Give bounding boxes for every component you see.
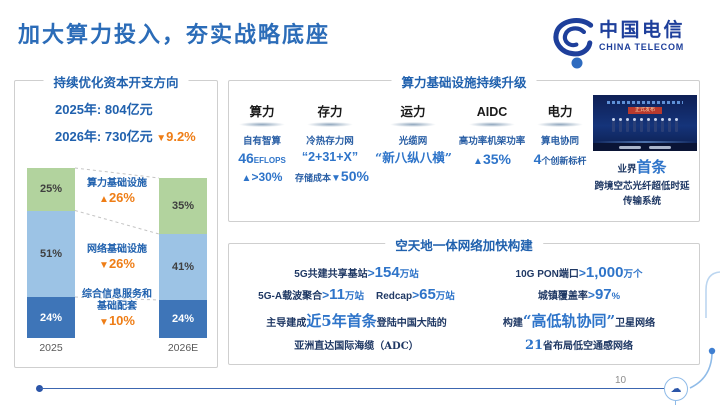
capex-panel-header: 持续优化资本开支方向 bbox=[43, 72, 189, 91]
cloud-icon: ☁ bbox=[670, 382, 682, 395]
capex-panel: 持续优化资本开支方向 2025年: 804亿元 2026年: 730亿元 ▼9.… bbox=[14, 72, 218, 368]
stat-10g-pon: 10G PON端口>1,000万个 bbox=[515, 264, 643, 281]
photo-title-strip bbox=[607, 101, 683, 104]
column-power: 电力 算电协同 4个创新标杆 bbox=[533, 105, 587, 167]
up-arrow-icon: ▲ bbox=[473, 155, 483, 167]
network-left-column: 5G共建共享基站>154万站 5G-A载波聚合>11万站 Redcap>65万站 … bbox=[249, 244, 464, 364]
photo-people-row bbox=[593, 118, 697, 132]
page-number: 10 bbox=[615, 375, 627, 386]
underline-swoosh bbox=[390, 121, 436, 127]
footer-line-dot bbox=[36, 385, 43, 392]
stacked-bar-2025: 25% 51% 24% bbox=[27, 168, 75, 338]
deco-blue-dot bbox=[571, 57, 583, 69]
column-transport: 运力 光缆网 “新八纵八横” bbox=[375, 105, 452, 165]
bar-segment: 51% bbox=[27, 210, 75, 298]
network-right-column: 10G PON端口>1,000万个 城镇覆盖率>97% 构建“高低轨协同”卫星网… bbox=[474, 244, 684, 364]
down-arrow-icon: ▼ bbox=[99, 317, 109, 328]
photo-stage-glow bbox=[593, 141, 697, 143]
underline-swoosh bbox=[239, 121, 285, 127]
down-arrow-icon: ▼ bbox=[99, 260, 109, 271]
photo-banner-text: 正式发布 bbox=[628, 107, 662, 114]
bar-segment: 35% bbox=[159, 178, 207, 234]
underline-swoosh bbox=[469, 121, 515, 127]
photo-logo-strip bbox=[593, 143, 697, 151]
stat-satellite-network: 构建“高低轨协同”卫星网络 bbox=[502, 312, 656, 330]
china-telecom-logo-icon bbox=[553, 18, 594, 57]
bar-segment: 24% bbox=[159, 299, 207, 338]
computing-infra-panel: 算力基础设施持续升级 算力 自有智算 46EFLOPS ▲>30% 存力 冷热存… bbox=[228, 72, 700, 222]
network-panel: 空天地一体网络加快构建 5G共建共享基站>154万站 5G-A载波聚合>11万站… bbox=[228, 235, 700, 365]
column-storage: 存力 冷热存力网 “2+31+X” 存储成本▼50% bbox=[295, 105, 369, 185]
up-arrow-icon: ▲ bbox=[241, 173, 252, 185]
page-title: 加大算力投入，夯实战略底座 bbox=[18, 22, 331, 48]
capex-figures: 2025年: 804亿元 2026年: 730亿元 ▼9.2% bbox=[55, 99, 196, 153]
bar-segment: 41% bbox=[159, 234, 207, 300]
network-panel-header: 空天地一体网络加快构建 bbox=[385, 235, 543, 254]
badge-stem-line bbox=[675, 401, 676, 405]
logo-name-en: CHINA TELECOM bbox=[599, 42, 685, 53]
bar-segment: 25% bbox=[27, 168, 75, 211]
industry-first-highlight: 业界首条 跨境空芯光纤超低时延 传输系统 bbox=[594, 158, 690, 208]
column-computing: 算力 自有智算 46EFLOPS ▲>30% bbox=[238, 105, 286, 185]
up-arrow-icon: ▲ bbox=[99, 194, 109, 205]
legend-network-infra: 网络基础设施 ▼26% bbox=[87, 244, 147, 271]
stat-adc-cable-name: 亚洲直达国际海缆（ADC） bbox=[294, 341, 419, 352]
infra-panel-header: 算力基础设施持续升级 bbox=[391, 72, 537, 91]
china-telecom-logo: 中国电信 CHINA TELECOM bbox=[552, 17, 685, 57]
cloud-badge: ☁ bbox=[664, 377, 688, 401]
x-axis-label-2026e: 2026E bbox=[167, 342, 199, 354]
underline-swoosh bbox=[537, 121, 583, 127]
launch-ceremony-photo: 正式发布 bbox=[593, 95, 697, 151]
stat-5ga-redcap: 5G-A载波聚合>11万站 Redcap>65万站 bbox=[258, 286, 455, 303]
logo-name-cn: 中国电信 bbox=[599, 20, 686, 42]
column-aidc: AIDC 高功率机架功率 ▲35% bbox=[458, 105, 526, 167]
curve-end-dot bbox=[708, 347, 716, 355]
x-axis-label-2025: 2025 bbox=[39, 342, 63, 354]
underline-swoosh bbox=[307, 121, 353, 127]
stat-subsea-cable: 主导建成近5年首条登陆中国大陆的 bbox=[266, 312, 447, 330]
capex-2026-line: 2026年: 730亿元 ▼9.2% bbox=[55, 129, 196, 144]
bar-segment: 24% bbox=[27, 297, 75, 338]
stat-low-altitude-network: 21省布局低空通感网络 bbox=[524, 338, 634, 353]
stat-5g-base-stations: 5G共建共享基站>154万站 bbox=[294, 264, 419, 281]
down-arrow-icon: ▼ bbox=[331, 173, 341, 185]
stacked-bar-2026e: 35% 41% 24% bbox=[159, 178, 207, 338]
legend-computing-infra: 算力基础设施 ▲26% bbox=[87, 178, 147, 205]
down-arrow-icon: ▼ bbox=[156, 133, 167, 144]
footer-rule bbox=[40, 388, 664, 389]
stat-urban-coverage: 城镇覆盖率>97% bbox=[537, 286, 621, 303]
capex-2025-line: 2025年: 804亿元 bbox=[55, 102, 153, 117]
legend-integrated-services: 综合信息服务和 基础配套 ▼10% bbox=[82, 289, 152, 328]
